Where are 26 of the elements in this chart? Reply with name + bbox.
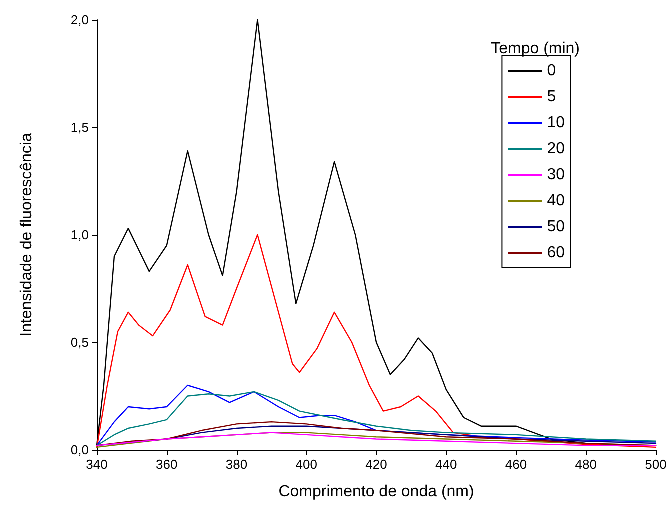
legend-label: 10 [547, 114, 566, 132]
legend-label: 60 [547, 244, 566, 262]
legend-label: 5 [547, 88, 556, 106]
legend-label: 30 [547, 166, 566, 184]
legend-label: 40 [547, 192, 566, 210]
x-tick-label: 500 [645, 457, 667, 472]
y-axis-title: Intensidade de fluorescência [18, 133, 36, 337]
y-tick-label: 2,0 [70, 12, 89, 28]
x-tick-label: 340 [86, 457, 108, 472]
y-tick-label: 1,0 [70, 228, 89, 242]
x-tick-label: 360 [156, 457, 178, 472]
x-tick-label: 380 [226, 457, 248, 472]
legend-label: 50 [547, 218, 566, 236]
legend-label: 20 [547, 140, 566, 158]
legend-label: 0 [547, 62, 556, 80]
x-axis-title: Comprimento de onda (nm) [278, 484, 474, 500]
line-series [96, 234, 657, 448]
x-tick-label: 480 [575, 457, 597, 472]
x-tick-label: 460 [505, 457, 528, 472]
y-tick-label: 0,5 [70, 335, 89, 350]
y-tick-label: 1,5 [70, 120, 89, 135]
x-tick-label: 400 [296, 457, 318, 472]
x-tick-label: 440 [436, 457, 458, 472]
legend-title: Tempo (min) [491, 40, 580, 58]
y-tick-label: 0,0 [70, 442, 89, 458]
x-tick-label: 420 [366, 457, 388, 472]
